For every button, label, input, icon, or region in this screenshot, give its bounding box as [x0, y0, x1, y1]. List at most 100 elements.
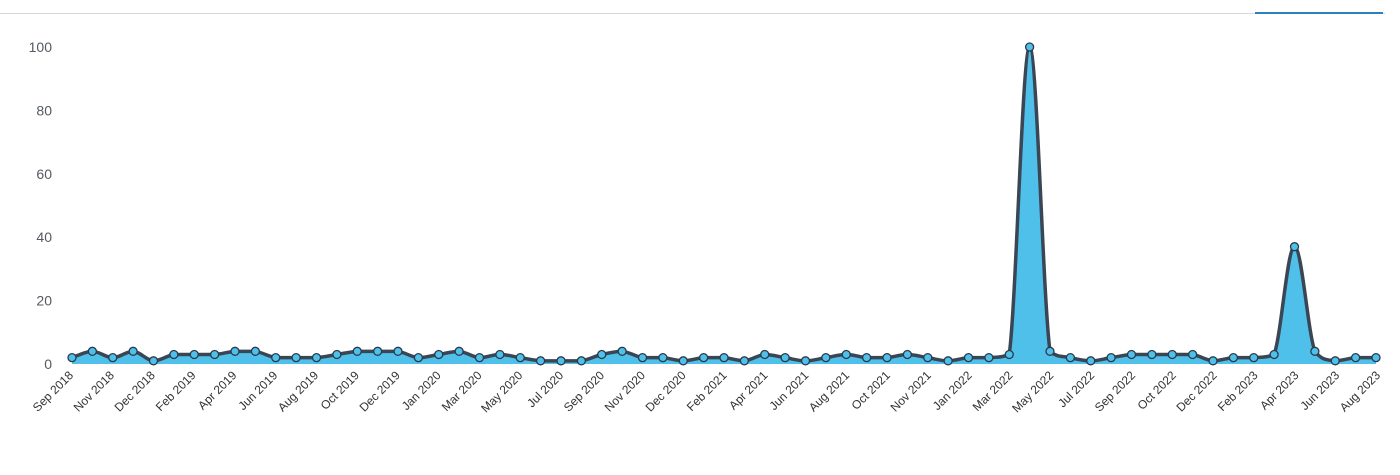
data-point[interactable]: [576, 356, 587, 366]
data-point[interactable]: [393, 346, 403, 356]
data-point[interactable]: [108, 353, 118, 363]
data-point[interactable]: [1086, 356, 1096, 366]
data-point[interactable]: [943, 356, 953, 366]
data-point[interactable]: [1228, 353, 1239, 363]
data-point[interactable]: [1371, 353, 1381, 363]
data-point[interactable]: [760, 349, 770, 360]
data-point[interactable]: [250, 346, 261, 356]
data-point[interactable]: [1147, 349, 1157, 360]
data-point[interactable]: [1310, 346, 1320, 356]
top-divider: [0, 13, 1385, 14]
x-tick-label: Feb 2019: [153, 368, 199, 414]
data-point[interactable]: [1289, 242, 1300, 252]
data-point[interactable]: [841, 349, 851, 360]
data-point[interactable]: [209, 349, 220, 360]
x-tick-label: Oct 2022: [1135, 368, 1180, 413]
data-point[interactable]: [678, 356, 688, 366]
data-point[interactable]: [148, 356, 159, 366]
x-tick-label: Nov 2020: [602, 368, 648, 414]
data-point[interactable]: [434, 349, 444, 360]
data-point[interactable]: [515, 353, 525, 363]
y-tick-label: 20: [36, 293, 52, 309]
data-point[interactable]: [535, 356, 546, 366]
data-point[interactable]: [67, 353, 77, 363]
data-point[interactable]: [1024, 42, 1035, 52]
x-tick-label: Jan 2022: [930, 368, 975, 413]
x-tick-label: Apr 2023: [1257, 368, 1302, 413]
data-point[interactable]: [882, 353, 892, 363]
x-tick-label: Jun 2021: [766, 368, 811, 413]
y-tick-label: 100: [29, 39, 53, 55]
data-point[interactable]: [189, 349, 199, 360]
data-point[interactable]: [1187, 349, 1198, 360]
x-tick-label: May 2020: [478, 368, 525, 415]
data-point[interactable]: [169, 349, 179, 360]
data-point[interactable]: [597, 349, 607, 360]
data-point[interactable]: [413, 353, 424, 363]
x-tick-label: Oct 2019: [318, 368, 363, 413]
x-tick-label: Sep 2018: [30, 368, 76, 414]
data-point[interactable]: [780, 353, 790, 363]
x-tick-label: Apr 2019: [195, 368, 240, 413]
x-tick-label: May 2022: [1009, 368, 1056, 415]
data-point[interactable]: [311, 353, 322, 363]
data-point[interactable]: [1106, 353, 1116, 363]
data-point[interactable]: [372, 346, 383, 356]
data-point[interactable]: [1167, 349, 1177, 360]
data-point[interactable]: [128, 346, 138, 356]
data-point[interactable]: [1330, 356, 1340, 366]
data-point[interactable]: [984, 353, 994, 363]
x-tick-label: Apr 2021: [726, 368, 771, 413]
x-tick-label: Aug 2019: [275, 368, 321, 414]
data-point[interactable]: [495, 349, 505, 360]
data-point[interactable]: [474, 353, 485, 363]
data-point[interactable]: [1126, 349, 1137, 360]
series-area: [72, 47, 1376, 364]
data-point[interactable]: [637, 353, 648, 363]
data-point[interactable]: [230, 346, 240, 356]
x-tick-label: Mar 2022: [970, 368, 1016, 414]
data-point[interactable]: [902, 349, 913, 360]
data-point[interactable]: [1004, 349, 1014, 360]
data-point[interactable]: [1065, 353, 1076, 363]
data-point[interactable]: [800, 356, 811, 366]
x-tick-label: Aug 2023: [1337, 368, 1383, 414]
x-tick-label: Sep 2022: [1092, 368, 1138, 414]
y-tick-label: 80: [36, 102, 52, 118]
data-point[interactable]: [821, 353, 831, 363]
series-points: [67, 42, 1381, 366]
x-tick-label: Aug 2021: [806, 368, 852, 414]
x-tick-label: Jul 2020: [524, 368, 566, 410]
data-point[interactable]: [861, 353, 872, 363]
data-point[interactable]: [271, 353, 281, 363]
y-tick-label: 40: [36, 229, 52, 245]
data-point[interactable]: [658, 353, 668, 363]
data-point[interactable]: [556, 356, 566, 366]
data-point[interactable]: [1045, 346, 1055, 356]
data-point[interactable]: [923, 353, 933, 363]
data-point[interactable]: [332, 349, 342, 360]
data-point[interactable]: [719, 353, 729, 363]
data-point[interactable]: [617, 346, 627, 356]
active-tab-indicator[interactable]: [1255, 12, 1383, 14]
data-point[interactable]: [352, 346, 362, 356]
x-tick-label: Jun 2023: [1297, 368, 1342, 413]
x-tick-label: Sep 2020: [561, 368, 607, 414]
x-tick-label: Feb 2023: [1215, 368, 1261, 414]
data-point[interactable]: [87, 346, 98, 356]
x-tick-label: Nov 2018: [71, 368, 117, 414]
data-point[interactable]: [698, 353, 709, 363]
data-point[interactable]: [1208, 356, 1218, 366]
y-tick-label: 60: [36, 166, 52, 182]
x-tick-label: Dec 2022: [1174, 368, 1220, 414]
data-point[interactable]: [454, 346, 464, 356]
data-point[interactable]: [1269, 349, 1279, 360]
x-tick-label: Dec 2018: [112, 368, 158, 414]
data-point[interactable]: [291, 353, 301, 363]
x-tick-label: Jun 2019: [236, 368, 281, 413]
data-point[interactable]: [963, 353, 974, 363]
data-point[interactable]: [1350, 353, 1361, 363]
x-tick-label: Feb 2021: [684, 368, 730, 414]
data-point[interactable]: [739, 356, 750, 366]
data-point[interactable]: [1249, 353, 1259, 363]
